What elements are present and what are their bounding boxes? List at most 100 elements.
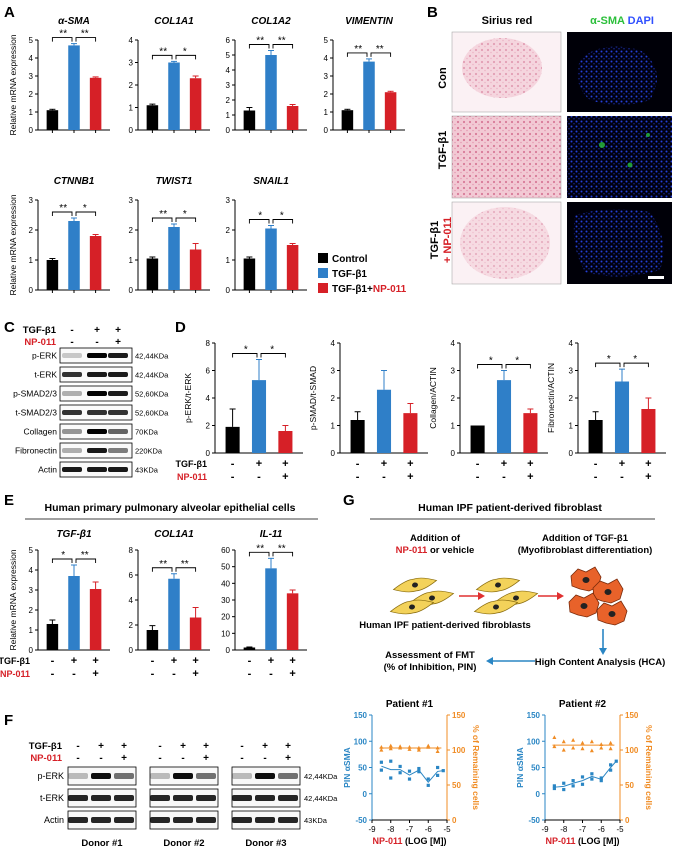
np-sign: - xyxy=(257,471,261,483)
sig-stars: * xyxy=(607,354,611,365)
sig-bracket xyxy=(248,551,270,557)
patient-title: Patient #2 xyxy=(559,699,607,710)
pin-point xyxy=(599,776,603,780)
tgf-sign: - xyxy=(248,655,252,667)
step1-text-a: Addition of xyxy=(410,533,461,544)
bar xyxy=(189,617,202,650)
blot-band xyxy=(150,773,170,779)
cells-label: Human IPF patient-derived fibroblasts xyxy=(359,620,531,631)
blot-kda-label: 70KDa xyxy=(135,428,159,437)
y-tick-label: 8 xyxy=(206,339,211,348)
remaining-point xyxy=(379,747,384,752)
remaining-point xyxy=(561,747,566,752)
y-tick-label: 1 xyxy=(129,104,134,113)
remaining-point xyxy=(571,738,576,742)
tgf-sign: + xyxy=(282,458,288,470)
bar xyxy=(496,380,512,453)
blot-band xyxy=(62,353,82,358)
tgf-sign: + xyxy=(527,458,533,470)
bar xyxy=(168,578,180,650)
myofibroblast-cell xyxy=(592,578,624,604)
chart-title: α-SMA xyxy=(58,16,90,27)
sig-stars: ** xyxy=(354,44,362,55)
bar xyxy=(403,413,418,453)
right-tick-label: 150 xyxy=(625,711,639,720)
pin-point xyxy=(562,781,566,785)
arrow-1-head xyxy=(478,592,485,600)
y-tick-label: 0 xyxy=(206,449,211,458)
blot-band xyxy=(91,817,111,823)
y-tick-label: 2 xyxy=(29,606,34,615)
if-con-tissue xyxy=(577,46,658,105)
chart-title: IL-11 xyxy=(260,529,283,540)
chart-title: TGF-β1 xyxy=(56,529,92,540)
pin-point xyxy=(407,769,412,773)
panel-letter-e: E xyxy=(4,492,14,509)
tgf-sign: + xyxy=(171,655,177,667)
assess-label-a: Assessment of FMT xyxy=(385,650,475,661)
blot-kda-label: 42,44KDa xyxy=(304,794,338,803)
chart-title: SNAIL1 xyxy=(253,176,289,187)
right-tick-label: 50 xyxy=(452,781,461,790)
pin-point xyxy=(609,768,613,772)
asma-channel-label: α-SMA xyxy=(590,15,625,27)
scale-bar xyxy=(648,276,664,279)
y-tick-label: 3 xyxy=(29,196,34,205)
y-tick-label: 5 xyxy=(29,36,34,45)
sig-bracket xyxy=(175,567,197,572)
chart-title: COL1A2 xyxy=(251,16,291,27)
np-sign: + xyxy=(407,471,413,483)
sig-stars: ** xyxy=(181,559,189,570)
tgf-sign: + xyxy=(256,458,262,470)
y-axis-label: p-SMAD/t-SMAD xyxy=(308,366,318,430)
sig-bracket xyxy=(75,37,97,42)
x-axis-label-unit: (LOG [M]) xyxy=(403,836,447,846)
bar xyxy=(376,389,392,453)
blot-band xyxy=(68,795,88,801)
np-sign: - xyxy=(76,753,79,764)
sig-bracket xyxy=(175,54,197,60)
legend-swatch-tgf xyxy=(318,268,328,278)
sig-stars: ** xyxy=(278,543,286,554)
row-label-tgf: TGF-β1 xyxy=(437,131,449,170)
blot-band xyxy=(62,372,82,377)
tgf-sign: + xyxy=(192,655,198,667)
pin-point xyxy=(389,759,393,763)
y-tick-label: 1 xyxy=(324,108,329,117)
remaining-point xyxy=(435,745,440,750)
blot-band xyxy=(232,795,252,801)
y-tick-label: 0 xyxy=(129,126,134,135)
bar xyxy=(189,249,202,290)
blot-band xyxy=(62,410,82,415)
np-sign: - xyxy=(51,668,55,680)
sig-bracket xyxy=(272,44,294,49)
y-tick-label: 0 xyxy=(226,126,231,135)
y-axis-label: Collagen/ACTIN xyxy=(428,367,438,428)
y-tick-label: 6 xyxy=(206,367,211,376)
tgf-sign: - xyxy=(158,741,161,752)
blot-band xyxy=(255,817,275,823)
remaining-point xyxy=(561,739,566,744)
row-label-np: + NP-011 xyxy=(442,217,454,263)
y-tick-label: 3 xyxy=(29,72,34,81)
y-tick-label: 4 xyxy=(331,339,336,348)
np-sign: + xyxy=(282,471,288,483)
tgf-sign: + xyxy=(203,741,209,752)
bar xyxy=(265,55,277,130)
blot-kda-label: 42,44KDa xyxy=(304,772,338,781)
tgf-sign: - xyxy=(231,458,235,470)
cell-nucleus xyxy=(429,595,435,601)
panel-e-title: Human primary pulmonary alveolar epithel… xyxy=(45,502,296,514)
tgf-sign: + xyxy=(115,325,121,336)
cell-nucleus xyxy=(495,582,501,588)
bar xyxy=(286,106,299,130)
np-sign: - xyxy=(269,668,273,680)
cell-nucleus xyxy=(409,604,415,610)
np-sign: - xyxy=(72,668,76,680)
y-tick-label: 2 xyxy=(226,96,231,105)
right-tick-label: 100 xyxy=(452,746,466,755)
